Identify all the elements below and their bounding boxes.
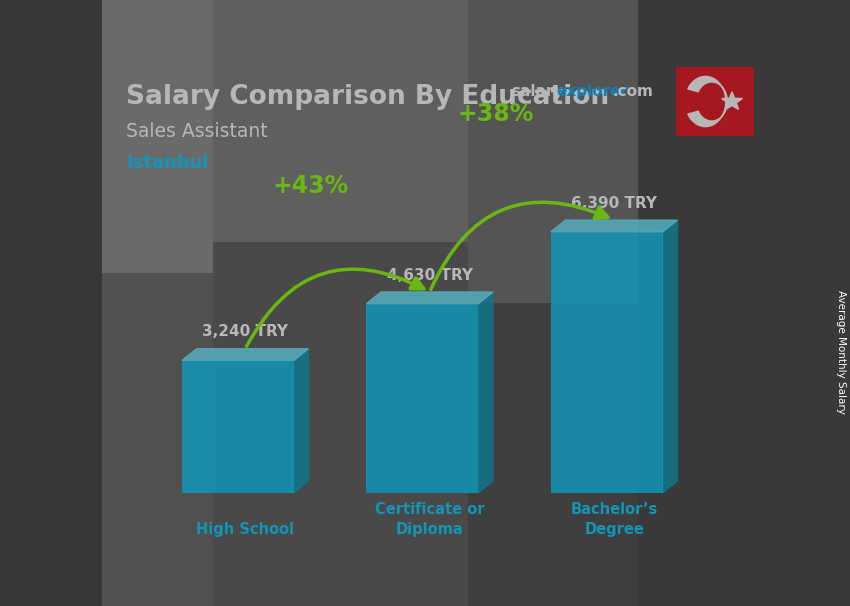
Text: 6,390 TRY: 6,390 TRY: [571, 196, 657, 211]
Text: 3,240 TRY: 3,240 TRY: [202, 324, 288, 339]
Text: +43%: +43%: [273, 173, 349, 198]
Text: Sales Assistant: Sales Assistant: [126, 122, 268, 141]
Polygon shape: [182, 348, 309, 361]
Polygon shape: [479, 292, 493, 493]
Text: High School: High School: [196, 522, 294, 537]
Bar: [366, 304, 479, 493]
Text: Average Monthly Salary: Average Monthly Salary: [836, 290, 846, 413]
Text: .com: .com: [612, 84, 653, 99]
Text: explorer: explorer: [556, 84, 628, 99]
Text: Salary Comparison By Education: Salary Comparison By Education: [126, 84, 609, 110]
Polygon shape: [688, 76, 728, 127]
Bar: [551, 231, 663, 493]
Polygon shape: [722, 92, 742, 110]
Polygon shape: [663, 220, 677, 493]
Text: Istanbul: Istanbul: [126, 155, 208, 172]
Text: Bachelor’s
Degree: Bachelor’s Degree: [570, 502, 658, 537]
Bar: [182, 361, 294, 493]
Text: Certificate or
Diploma: Certificate or Diploma: [375, 502, 484, 537]
Text: salary: salary: [512, 84, 564, 99]
Polygon shape: [366, 292, 493, 304]
Text: 4,630 TRY: 4,630 TRY: [387, 268, 473, 282]
Polygon shape: [551, 220, 677, 231]
Text: +38%: +38%: [457, 102, 534, 125]
Polygon shape: [294, 348, 309, 493]
